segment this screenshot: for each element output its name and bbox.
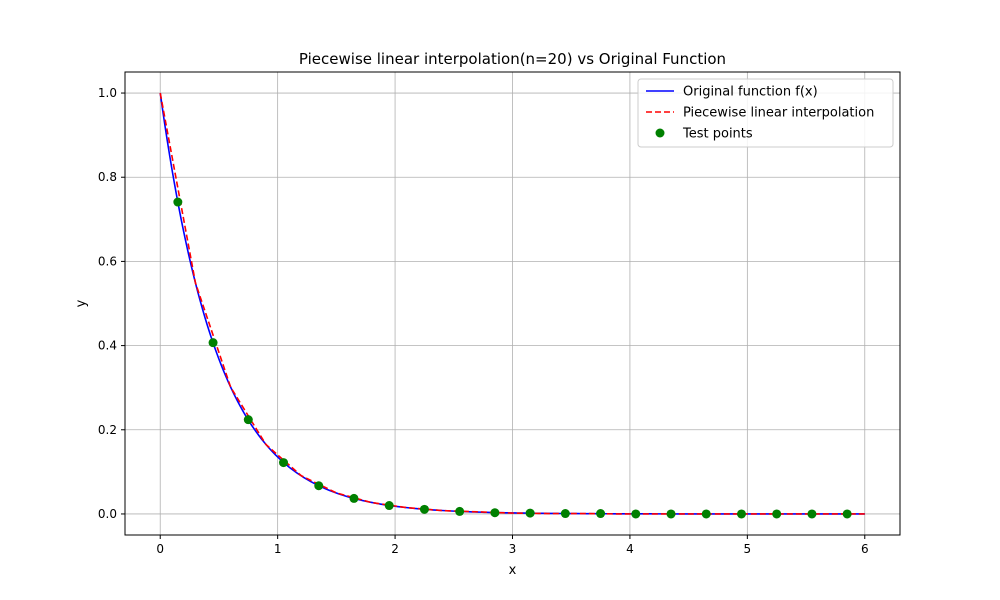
- test-point: [173, 197, 183, 207]
- x-tick-label: 1: [274, 542, 282, 556]
- y-tick-label: 0.2: [98, 423, 117, 437]
- y-tick-label: 0.0: [98, 507, 117, 521]
- test-point: [384, 501, 394, 511]
- test-point: [490, 508, 500, 518]
- legend-box: [637, 78, 894, 148]
- y-axis-label: y: [74, 299, 89, 307]
- test-point: [842, 509, 852, 519]
- test-point: [701, 509, 711, 519]
- test-point: [419, 504, 429, 514]
- x-tick-label: 4: [626, 542, 634, 556]
- test-point: [666, 509, 676, 519]
- x-tick-label: 0: [156, 542, 164, 556]
- test-point: [525, 508, 535, 518]
- y-tick-label: 0.6: [98, 254, 117, 268]
- test-point: [314, 481, 324, 491]
- legend-swatch: [655, 128, 665, 138]
- plot-area: [159, 92, 865, 519]
- ticks: 0 1 2 3 4 5 6 0.0 0.2 0.4 0.6 0.8 1.0: [98, 86, 869, 556]
- test-point: [631, 509, 641, 519]
- x-axis-label: x: [509, 563, 517, 578]
- legend-entry: Original function f(x): [683, 85, 818, 100]
- test-point: [736, 509, 746, 519]
- test-point: [208, 338, 218, 348]
- y-tick-label: 1.0: [98, 86, 117, 100]
- x-tick-label: 3: [509, 542, 517, 556]
- test-point: [596, 509, 606, 519]
- test-point: [807, 509, 817, 519]
- test-point: [243, 415, 253, 425]
- test-point: [279, 458, 289, 468]
- test-point: [560, 509, 570, 519]
- test-point: [772, 509, 782, 519]
- x-tick-label: 2: [391, 542, 399, 556]
- x-tick-label: 5: [744, 542, 752, 556]
- y-tick-label: 0.4: [98, 339, 117, 353]
- test-point: [349, 493, 359, 503]
- y-tick-label: 0.8: [98, 170, 117, 184]
- series-line-interpolation: [159, 92, 865, 515]
- legend-entry: Piecewise linear interpolation: [683, 106, 874, 121]
- legend: Original function f(x) Piecewise linear i…: [637, 78, 894, 148]
- legend-entry: Test points: [682, 127, 753, 142]
- test-point: [455, 506, 465, 516]
- x-tick-label: 6: [861, 542, 869, 556]
- chart-title: Piecewise linear interpolation(n=20) vs …: [299, 50, 726, 68]
